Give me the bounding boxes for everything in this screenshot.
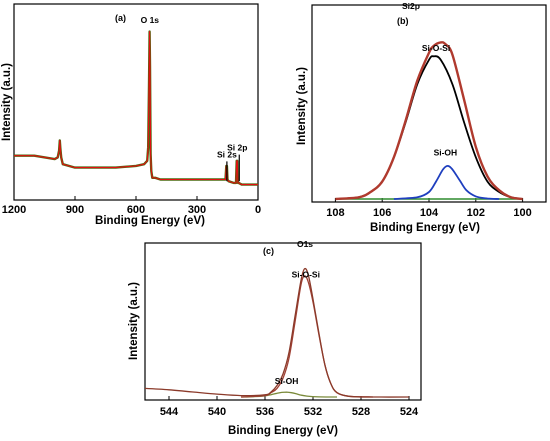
panel-a-frame bbox=[13, 3, 259, 201]
panel-c-x-tick-label: 544 bbox=[160, 406, 179, 418]
panel-c-envelope-line bbox=[144, 267, 410, 398]
panel-a-x-tick-label: 300 bbox=[188, 204, 206, 216]
panel-c: (c) O1s Intensity (a.u.) Binding Energy … bbox=[128, 239, 422, 437]
panel-c-x-tick-label: 540 bbox=[208, 406, 226, 418]
panel-a: (a) Intensity (a.u.) Binding Energy (eV)… bbox=[1, 3, 261, 227]
panel-c-x-tick-label: 524 bbox=[400, 406, 419, 418]
panel-c-tag: (c) bbox=[263, 246, 274, 256]
panel-c-title: O1s bbox=[297, 239, 313, 249]
panel-a-x-ticks: 1200 900 600 300 0 bbox=[2, 196, 261, 216]
panel-a-x-tick-label: 600 bbox=[127, 204, 145, 216]
panel-c-annotation: Si-OH bbox=[275, 376, 299, 386]
panel-c-lines bbox=[144, 267, 410, 398]
panel-c-x-tick-label: 536 bbox=[256, 406, 274, 418]
panel-b-x-tick-label: 102 bbox=[467, 207, 485, 219]
panel-b-x-label: Binding Energy (eV) bbox=[370, 222, 480, 234]
panel-c-y-label: Intensity (a.u.) bbox=[128, 282, 140, 360]
panel-b-annotations: Si-O-Si Si-OH bbox=[422, 43, 457, 157]
panel-b-sio-si-line bbox=[335, 55, 523, 200]
panel-b-x-tick-label: 108 bbox=[326, 207, 344, 219]
panel-b-x-tick-label: 106 bbox=[373, 207, 391, 219]
panel-a-x-tick-label: 1200 bbox=[2, 204, 26, 216]
panel-a-x-tick-label: 0 bbox=[255, 204, 261, 216]
panel-b-tag: (b) bbox=[397, 16, 409, 26]
panel-a-survey-line bbox=[14, 31, 258, 186]
panel-b-envelope-line bbox=[335, 41, 523, 201]
panel-c-x-tick-label: 532 bbox=[304, 406, 322, 418]
panel-c-x-ticks: 544 540 536 532 528 524 bbox=[160, 396, 419, 418]
panel-c-x-label: Binding Energy (eV) bbox=[228, 425, 338, 437]
panel-a-annotation: Si 2s bbox=[217, 149, 237, 159]
panel-a-annotation: Si 2p bbox=[227, 143, 247, 153]
panel-b-annotation: Si-O-Si bbox=[422, 43, 450, 53]
panel-b-frame bbox=[311, 4, 547, 203]
panel-b-title: Si2p bbox=[402, 1, 420, 11]
panel-a-tag: (a) bbox=[115, 13, 126, 23]
panel-a-x-tick-label: 900 bbox=[66, 204, 84, 216]
panel-b-si-oh-line bbox=[393, 164, 500, 200]
panel-c-x-tick-label: 528 bbox=[352, 406, 370, 418]
panel-b: (b) Si2p Intensity (a.u.) Binding Energy… bbox=[296, 1, 547, 234]
panel-a-x-label: Binding Energy (eV) bbox=[95, 215, 205, 227]
panel-c-annotation: Si-O-Si bbox=[292, 269, 320, 279]
panel-b-lines bbox=[335, 41, 523, 201]
panel-c-frame bbox=[144, 242, 422, 401]
panel-b-x-tick-label: 100 bbox=[513, 207, 531, 219]
panel-a-lines bbox=[14, 30, 258, 186]
panel-b-y-label: Intensity (a.u.) bbox=[296, 67, 308, 145]
panel-b-x-ticks: 108 106 104 102 100 bbox=[326, 198, 532, 219]
panel-c-sio-si-line bbox=[240, 275, 374, 398]
panel-b-x-tick-label: 104 bbox=[420, 207, 439, 219]
panel-a-y-label: Intensity (a.u.) bbox=[1, 63, 13, 141]
panel-b-annotation: Si-OH bbox=[434, 148, 458, 158]
panel-a-survey-line-under bbox=[14, 30, 258, 186]
panel-a-annotation: O 1s bbox=[141, 15, 160, 25]
panel-c-annotations: Si-O-Si Si-OH bbox=[275, 269, 320, 386]
